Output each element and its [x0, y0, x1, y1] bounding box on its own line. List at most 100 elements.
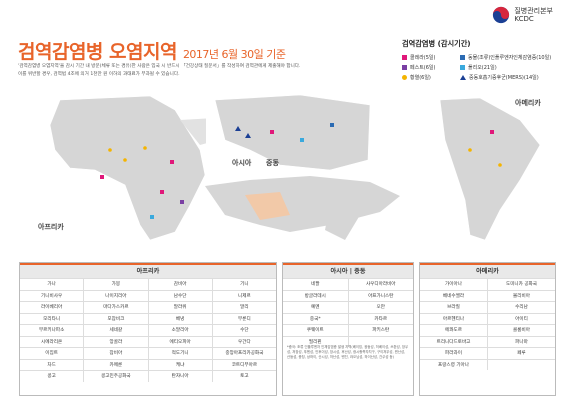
america-map — [430, 92, 545, 242]
africa-table-cell: 콩고민주공화국 — [84, 371, 149, 382]
country-name: 이집트 — [45, 351, 58, 357]
africa-table-cell: 부르키나파소 — [20, 325, 85, 336]
africa-map — [36, 92, 221, 242]
america-table-cell: 프랑스령 기아나 — [420, 359, 488, 370]
america-table-cell: 트리니다드토바고 — [420, 336, 488, 347]
america-table: 아메리카 가이아나 도미니카 공화국 베네수엘라 볼리비아 브라질 수리남 아르헨티나 아이티… — [419, 262, 556, 396]
africa-table-cell: 기니비사우 — [20, 290, 85, 301]
asia-table-cell: 사우디아라비아 — [349, 279, 414, 290]
asia-table-title: 아시아 | 중동 — [283, 263, 413, 278]
country-name: 브라질 — [447, 305, 460, 311]
country-name: 탄자니아 — [171, 374, 189, 380]
cholera-marker-icon — [402, 55, 407, 60]
country-name: 트리니다드토바고 — [436, 339, 471, 345]
country-name: 감비아 — [173, 282, 187, 288]
africa-table-cell: 니제르 — [213, 291, 276, 302]
country-name: 모리타니 — [43, 316, 61, 322]
africa-table-cell: 탄자니아 — [149, 371, 213, 382]
africa-table-cell: 베냉 — [149, 313, 213, 324]
avian-flu-marker-icon — [460, 55, 465, 60]
africa-table-cell: 가나 — [20, 279, 85, 290]
country-name: 에콰도르 — [445, 328, 462, 334]
country-name: 소말리아 — [171, 328, 189, 334]
africa-table-row: 모리타니 모잠비크 베냉 부룬디 — [20, 312, 276, 325]
africa-table-cell: 모잠비크 — [84, 313, 149, 324]
america-table-cell: 에콰도르 — [420, 325, 488, 336]
description-line-2: 이를 위반할 경우, 검역법 4조에 의거 1천만 원 이하의 과태료가 부과될… — [18, 72, 180, 77]
mers-marker-icon — [460, 75, 466, 80]
legend: 검역감염병 (감시기간) 콜레라(5일) 동물(조류)인플루엔자인체감염증(10… — [402, 39, 554, 81]
africa-table-cell: 에티오피아 — [149, 336, 213, 347]
asia-table-cell: 필리핀 — [283, 336, 349, 347]
america-table-cell: 아르헨티나 — [420, 313, 488, 324]
africa-table-cell: 적도기니 — [149, 348, 213, 359]
legend-item-yellow-fever: 황열(6일) — [402, 74, 460, 81]
america-table-row: 트리니다드토바고 파나마 — [420, 335, 555, 348]
country-tables: 아프리카 가나 가봉 감비아 기니 기니비사우 나이지리아 남수단 니제르 라이베리아 마다가스카… — [19, 262, 556, 397]
description-line-1: '검역감염병 오염지역'을 감시 기간 내 방문(체류 또는 경유)한 사람은 … — [18, 64, 301, 69]
africa-table-cell: 중앙아프리카공화국 — [213, 348, 276, 359]
asia-table-cell: 파키스탄 — [349, 325, 414, 336]
africa-table-cell: 기니 — [213, 279, 276, 290]
country-name: 수리남 — [515, 305, 528, 311]
country-name: 말리 — [240, 305, 249, 311]
country-name: 프랑스령 기아나 — [437, 362, 470, 368]
country-name: 필리핀 — [308, 339, 322, 345]
america-table-cell: 아이티 — [488, 314, 555, 325]
country-name: 차드 — [47, 362, 56, 368]
america-table-row: 아르헨티나 아이티 — [420, 312, 555, 325]
country-name: 마다가스카르 — [103, 305, 129, 311]
africa-table-cell: 부룬디 — [213, 314, 276, 325]
legend-item-plague: 페스트(6일) — [402, 64, 460, 71]
country-name: 오만 — [376, 305, 385, 311]
asia-table-cell: 쿠웨이트 — [283, 325, 349, 336]
asia-table-row: 쿠웨이트 파키스탄 — [283, 324, 413, 336]
america-table-row: 파라과이 페루 — [420, 347, 555, 359]
africa-table-cell: 말라위 — [149, 302, 213, 313]
asia-table-cell: 중국* — [283, 313, 349, 324]
legend-item-avian-flu: 동물(조류)인플루엔자인체감염증(10일) — [460, 54, 554, 61]
country-name: 예멘 — [311, 305, 320, 311]
country-name: 부룬디 — [238, 316, 251, 322]
africa-table-row: 가나 가봉 감비아 기니 — [20, 278, 276, 290]
country-name: 모잠비크 — [107, 316, 125, 322]
country-name: 나이지리아 — [105, 293, 127, 299]
america-table-cell: 페루 — [488, 348, 555, 359]
africa-table-row: 부르키나파소 세네갈 소말리아 수단 — [20, 324, 276, 336]
country-name: 시에라리온 — [41, 339, 63, 345]
country-name: 케냐 — [175, 362, 185, 368]
yellow-fever-marker-icon — [402, 75, 407, 80]
africa-table-cell: 마다가스카르 — [84, 302, 149, 313]
country-name: 아이티 — [515, 316, 528, 322]
country-name: 수단 — [240, 328, 249, 334]
country-name: 기니비사우 — [41, 293, 63, 299]
america-table-cell: 가이아나 — [420, 279, 488, 290]
country-name: 기니 — [240, 282, 249, 288]
country-name: 파나마 — [515, 339, 528, 345]
africa-table-cell: 앙골라 — [84, 336, 149, 347]
asia-map-label: 아시아 — [232, 159, 252, 167]
africa-table-title: 아프리카 — [20, 263, 276, 278]
america-table-cell: 파나마 — [488, 337, 555, 348]
asia-table-cell: 방글라데시 — [283, 290, 349, 301]
country-name: 가나 — [47, 282, 56, 288]
country-name: 말라위 — [173, 305, 187, 311]
country-name: 앙골라 — [109, 339, 123, 345]
country-name: 콩고 — [47, 374, 56, 380]
africa-map-label: 아프리카 — [38, 223, 64, 231]
country-name: 콩고민주공화국 — [101, 374, 131, 380]
africa-table-cell: 나이지리아 — [84, 290, 149, 301]
asia-table: 아시아 | 중동 네팔 사우디아라비아 방글라데시 아프가니스탄 예멘 오만 중국* 카타르 쿠… — [282, 262, 414, 396]
country-name: 중앙아프리카공화국 — [225, 351, 264, 357]
legend-item-polio: 폴리오(21일) — [460, 64, 554, 71]
country-name: 도미니카 공화국 — [505, 282, 538, 288]
country-name: 세네갈 — [109, 328, 123, 334]
africa-table-cell: 감비아 — [149, 279, 213, 290]
org-name: 질병관리본부 — [514, 7, 553, 15]
asia-table-cell: 오만 — [349, 302, 414, 313]
asia-table-cell: 예멘 — [283, 302, 349, 313]
africa-table-row: 기니비사우 나이지리아 남수단 니제르 — [20, 289, 276, 302]
country-name: 카메룬 — [109, 362, 123, 368]
org-abbr: KCDC — [514, 15, 534, 23]
country-name: 에티오피아 — [169, 339, 191, 345]
